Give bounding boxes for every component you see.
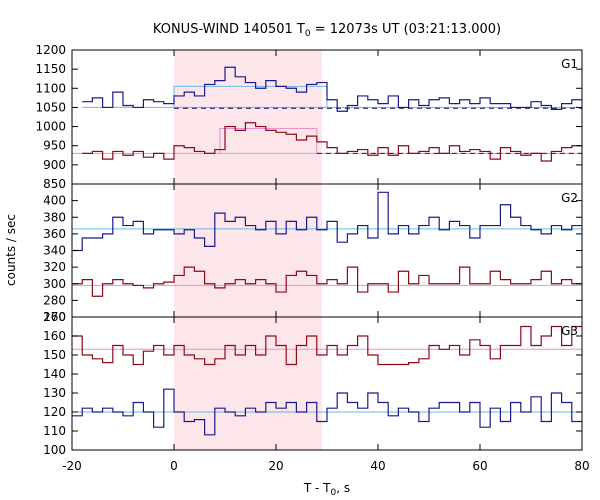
x-tick-label: 20 bbox=[268, 459, 283, 473]
y-tick-label: 120 bbox=[43, 405, 66, 419]
y-tick-label: 1200 bbox=[35, 43, 66, 57]
y-tick-label: 140 bbox=[43, 367, 66, 381]
y-tick-label: 170 bbox=[43, 310, 66, 324]
y-tick-label: 1050 bbox=[35, 100, 66, 114]
y-tick-label: 280 bbox=[43, 293, 66, 307]
y-tick-label: 900 bbox=[43, 158, 66, 172]
count-rate-series-blue bbox=[82, 66, 582, 112]
panel-g3: 100 110 120 130 140 150 160 170 G3 bbox=[43, 310, 583, 457]
panel-frame bbox=[71, 316, 583, 451]
y-tick-label: 1000 bbox=[35, 120, 66, 134]
y-tick-label: 1150 bbox=[35, 62, 66, 76]
highlight-band bbox=[174, 50, 322, 450]
y-axis-label: counts / sec bbox=[4, 214, 18, 286]
panel-frame bbox=[71, 183, 583, 318]
x-tick-label: 0 bbox=[170, 459, 178, 473]
panel-label: G1 bbox=[561, 57, 578, 71]
chart-title: KONUS-WIND 140501 T0 = 12073s UT (03:21:… bbox=[153, 22, 501, 39]
y-tick-label: 340 bbox=[43, 244, 66, 258]
y-tick-label: 160 bbox=[43, 329, 66, 343]
y-tick-label: 260 bbox=[43, 310, 66, 324]
y-tick-label: 320 bbox=[43, 260, 66, 274]
y-tick-label: 400 bbox=[43, 194, 66, 208]
x-tick-label: 60 bbox=[472, 459, 487, 473]
count-rate-series-red bbox=[82, 122, 582, 162]
y-tick-label: 100 bbox=[43, 443, 66, 457]
y-tick-label: 950 bbox=[43, 139, 66, 153]
count-rate-series-red bbox=[72, 325, 582, 366]
y-tick-label: 850 bbox=[43, 177, 66, 191]
x-tick-label: 80 bbox=[574, 459, 589, 473]
panel-g1: 850 900 950 1000 1050 1100 1150 1200 G1 bbox=[35, 43, 583, 191]
y-tick-label: 360 bbox=[43, 227, 66, 241]
y-tick-label: 1100 bbox=[35, 81, 66, 95]
x-axis-label: T - T0, s bbox=[303, 481, 350, 498]
count-rate-series-blue bbox=[72, 191, 582, 252]
count-rate-series-blue bbox=[72, 388, 582, 436]
y-tick-label: 380 bbox=[43, 210, 66, 224]
y-tick-label: 110 bbox=[43, 424, 66, 438]
y-tick-label: 300 bbox=[43, 277, 66, 291]
plot-area: 85090095010001050110011501200G1260280300… bbox=[35, 43, 589, 473]
x-tick-label: -20 bbox=[62, 459, 82, 473]
panel-label: G2 bbox=[561, 191, 578, 205]
x-tick-label: 40 bbox=[370, 459, 385, 473]
panel-frame bbox=[71, 49, 583, 185]
panel-label: G3 bbox=[561, 324, 578, 338]
y-tick-label: 130 bbox=[43, 386, 66, 400]
y-tick-label: 150 bbox=[43, 348, 66, 362]
count-rate-series-red bbox=[72, 266, 582, 297]
